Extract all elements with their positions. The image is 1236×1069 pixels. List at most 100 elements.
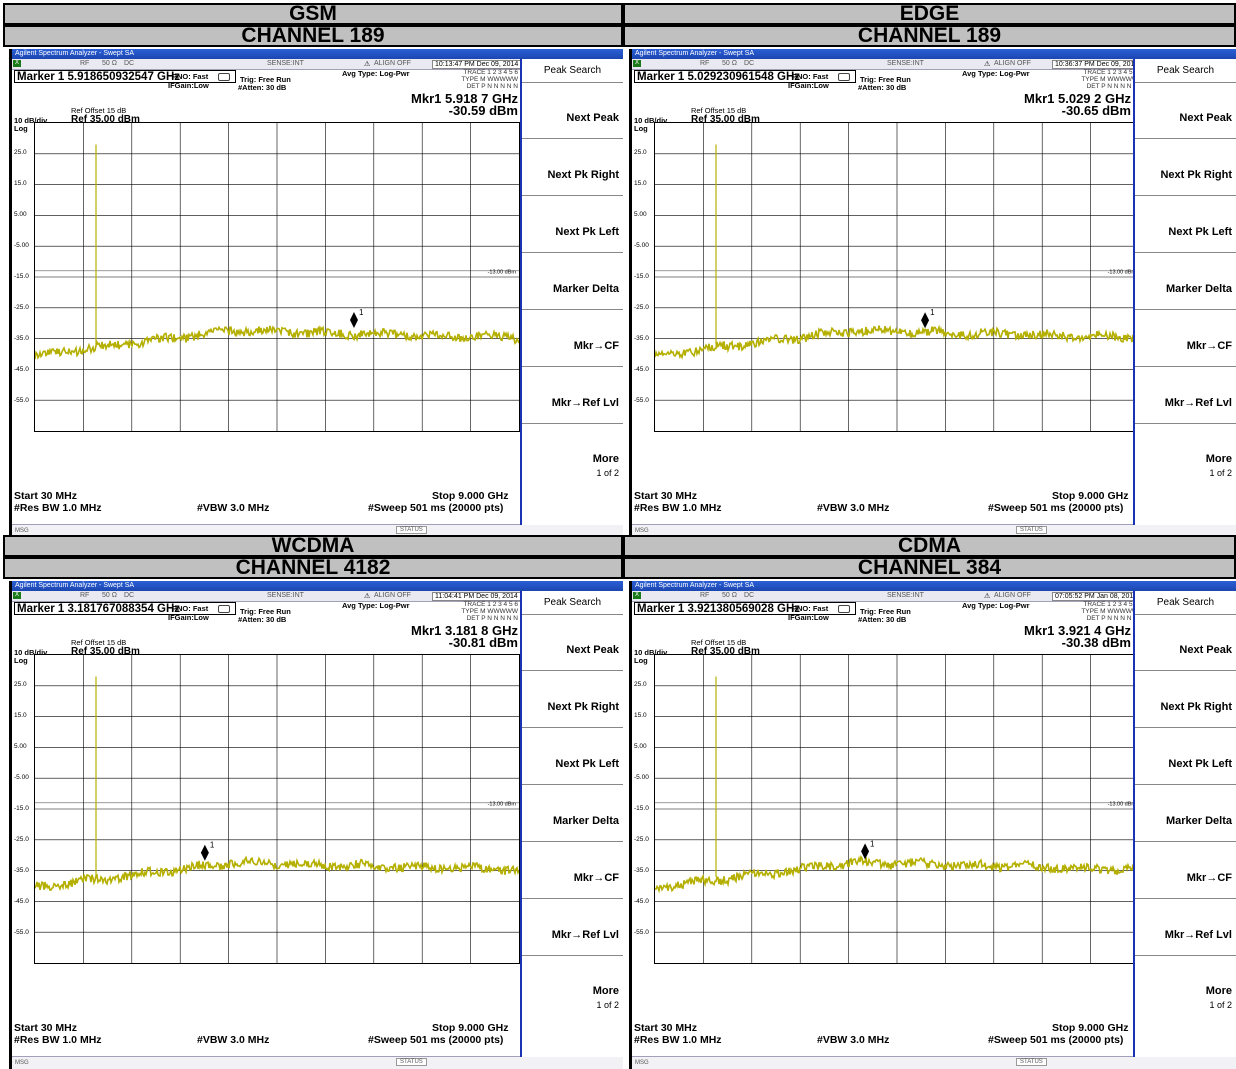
softkey-label: Next Pk Left bbox=[1168, 226, 1232, 238]
softkey-mkr-ref-lvl[interactable]: Mkr→Ref Lvl bbox=[1135, 900, 1236, 956]
softkey-mkr-cf[interactable]: Mkr→CF bbox=[522, 311, 623, 367]
type-row: TYPE M WWWWW bbox=[461, 76, 518, 83]
spectrum-analyzer-screenshot: Agilent Spectrum Analyzer - Swept SA X R… bbox=[629, 581, 1236, 1069]
avg-type-label: Avg Type: Log-Pwr bbox=[962, 69, 1030, 78]
y-tick-label: -25.0 bbox=[634, 836, 649, 843]
marker-frequency-field[interactable]: Marker 1 3.921380569028 GHz bbox=[634, 602, 856, 615]
marker-1-icon[interactable] bbox=[349, 312, 358, 329]
softkey-label: Marker Delta bbox=[552, 815, 619, 827]
datetime: 07:05:52 PM Jan 08, 2015 bbox=[1052, 592, 1141, 601]
res-bw: #Res BW 1.0 MHz bbox=[634, 502, 722, 514]
softkey-menu-title: Peak Search bbox=[1135, 591, 1236, 615]
softkey-next-pk-left[interactable]: Next Pk Left bbox=[1135, 197, 1236, 253]
softkey-next-pk-left[interactable]: Next Pk Left bbox=[1135, 729, 1236, 785]
softkey-label: Next Peak bbox=[566, 644, 619, 656]
align-label: ALIGN OFF bbox=[994, 60, 1031, 67]
softkey-marker-delta[interactable]: Marker Delta bbox=[522, 786, 623, 842]
coupling-label: DC bbox=[124, 60, 135, 67]
y-tick-label: -15.0 bbox=[14, 805, 29, 812]
impedance-label: 50 Ω bbox=[722, 592, 737, 599]
softkey-mkr-ref-lvl[interactable]: Mkr→Ref Lvl bbox=[522, 368, 623, 424]
softkey-next-pk-right[interactable]: Next Pk Right bbox=[1135, 672, 1236, 728]
softkey-mkr-cf[interactable]: Mkr→CF bbox=[1135, 843, 1236, 899]
softkey-panel: Peak Search Next Peak Next Pk Right Next Pk… bbox=[520, 591, 623, 1057]
spectrum-analyzer-screenshot: Agilent Spectrum Analyzer - Swept SA X R… bbox=[629, 49, 1236, 537]
softkey-next-peak[interactable]: Next Peak bbox=[1135, 615, 1236, 671]
det-row: DET P N N N N N bbox=[1086, 615, 1138, 622]
softkey-more[interactable]: More 1 of 2 bbox=[522, 957, 623, 1013]
start-frequency: Start 30 MHz bbox=[14, 1022, 78, 1034]
sense-label: SENSE:INT bbox=[267, 60, 304, 67]
y-tick-label: 25.0 bbox=[14, 681, 27, 688]
softkey-next-pk-left[interactable]: Next Pk Left bbox=[522, 729, 623, 785]
softkey-label: Mkr→CF bbox=[1186, 872, 1232, 884]
softkey-title-label: Peak Search bbox=[1156, 65, 1215, 76]
warning-icon: ⚠ bbox=[364, 593, 371, 600]
softkey-title-label: Peak Search bbox=[1156, 597, 1215, 608]
softkey-next-peak[interactable]: Next Peak bbox=[522, 615, 623, 671]
y-tick-label: 15.0 bbox=[14, 712, 27, 719]
sense-label: SENSE:INT bbox=[267, 592, 304, 599]
y-tick-label: 5.00 bbox=[634, 211, 647, 218]
msg-label: MSG bbox=[15, 1060, 29, 1066]
marker-frequency-field[interactable]: Marker 1 5.029230961548 GHz bbox=[634, 70, 856, 83]
marker-frequency-field[interactable]: Marker 1 3.181767088354 GHz bbox=[14, 602, 236, 615]
stop-frequency: Stop 9.000 GHz bbox=[1052, 490, 1129, 502]
marker-1-icon[interactable] bbox=[200, 844, 209, 861]
message-bar: MSG STATUS bbox=[632, 1056, 1236, 1069]
softkey-page-indicator: 1 of 2 bbox=[1209, 468, 1232, 478]
softkey-more[interactable]: More 1 of 2 bbox=[1135, 425, 1236, 481]
sweep-time: #Sweep 501 ms (20000 pts) bbox=[988, 502, 1124, 514]
softkey-next-pk-right[interactable]: Next Pk Right bbox=[522, 672, 623, 728]
y-tick-label: -15.0 bbox=[634, 273, 649, 280]
softkey-next-pk-left[interactable]: Next Pk Left bbox=[522, 197, 623, 253]
type-row: TYPE M WWWWW bbox=[1081, 608, 1138, 615]
warning-icon: ⚠ bbox=[984, 593, 991, 600]
y-tick-label: 15.0 bbox=[634, 712, 647, 719]
ref-offset-label: Ref Offset 15 dB bbox=[71, 638, 127, 647]
y-tick-label: -45.0 bbox=[634, 898, 649, 905]
limit-line-label: -13.00 dBm bbox=[1108, 269, 1137, 275]
softkey-more[interactable]: More 1 of 2 bbox=[522, 425, 623, 481]
softkey-marker-delta[interactable]: Marker Delta bbox=[522, 254, 623, 310]
y-tick-label: 15.0 bbox=[14, 180, 27, 187]
softkey-next-peak[interactable]: Next Peak bbox=[1135, 83, 1236, 139]
avg-type-label: Avg Type: Log-Pwr bbox=[342, 601, 410, 610]
marker-1-icon[interactable] bbox=[921, 312, 930, 329]
softkey-marker-delta[interactable]: Marker Delta bbox=[1135, 786, 1236, 842]
coupling-label: DC bbox=[744, 60, 755, 67]
status-bar: X RF 50 Ω DC SENSE:INT ⚠ ALIGN OFF 11:04… bbox=[12, 591, 623, 602]
softkey-next-peak[interactable]: Next Peak bbox=[522, 83, 623, 139]
y-tick-label: -45.0 bbox=[634, 366, 649, 373]
comparison-table: GSM CHANNEL 189 Agilent Spectrum Analyzer… bbox=[3, 2, 1236, 1069]
rf-label: RF bbox=[700, 60, 710, 67]
ref-level-label: Ref 35.00 dBm bbox=[71, 646, 140, 657]
msg-label: MSG bbox=[635, 1060, 649, 1066]
align-label: ALIGN OFF bbox=[994, 592, 1031, 599]
atten-label: #Atten: 30 dB bbox=[238, 83, 287, 92]
softkey-next-pk-right[interactable]: Next Pk Right bbox=[1135, 140, 1236, 196]
softkey-more[interactable]: More 1 of 2 bbox=[1135, 957, 1236, 1013]
marker-frequency-readout: Mkr1 3.921 4 GHz bbox=[1024, 623, 1131, 638]
spectrum-plot-canvas: -13.00 dBm 1 bbox=[35, 123, 519, 431]
softkey-label: Mkr→CF bbox=[1186, 340, 1232, 352]
softkey-mkr-ref-lvl[interactable]: Mkr→Ref Lvl bbox=[1135, 368, 1236, 424]
avg-type-label: Avg Type: Log-Pwr bbox=[342, 69, 410, 78]
softkey-marker-delta[interactable]: Marker Delta bbox=[1135, 254, 1236, 310]
spectrum-analyzer-screenshot: Agilent Spectrum Analyzer - Swept SA X R… bbox=[9, 581, 623, 1069]
ref-offset-label: Ref Offset 15 dB bbox=[691, 106, 747, 115]
marker-1-icon[interactable] bbox=[861, 843, 870, 860]
trace-indicator: TRACE 1 2 3 4 5 6 TYPE M WWWWW DET P N N… bbox=[432, 601, 518, 622]
softkey-mkr-cf[interactable]: Mkr→CF bbox=[522, 843, 623, 899]
y-tick-label: -5.00 bbox=[14, 242, 29, 249]
start-frequency: Start 30 MHz bbox=[14, 490, 78, 502]
scale-label: 10 dB/div bbox=[14, 648, 48, 657]
marker-frequency-field[interactable]: Marker 1 5.918650932547 GHz bbox=[14, 70, 236, 83]
avg-type-label: Avg Type: Log-Pwr bbox=[962, 601, 1030, 610]
softkey-mkr-cf[interactable]: Mkr→CF bbox=[1135, 311, 1236, 367]
ref-level-label: Ref 35.00 dBm bbox=[691, 114, 760, 125]
softkey-next-pk-right[interactable]: Next Pk Right bbox=[522, 140, 623, 196]
x-icon: X bbox=[13, 60, 21, 67]
datetime: 10:13:47 PM Dec 09, 2014 bbox=[432, 60, 522, 69]
softkey-mkr-ref-lvl[interactable]: Mkr→Ref Lvl bbox=[522, 900, 623, 956]
